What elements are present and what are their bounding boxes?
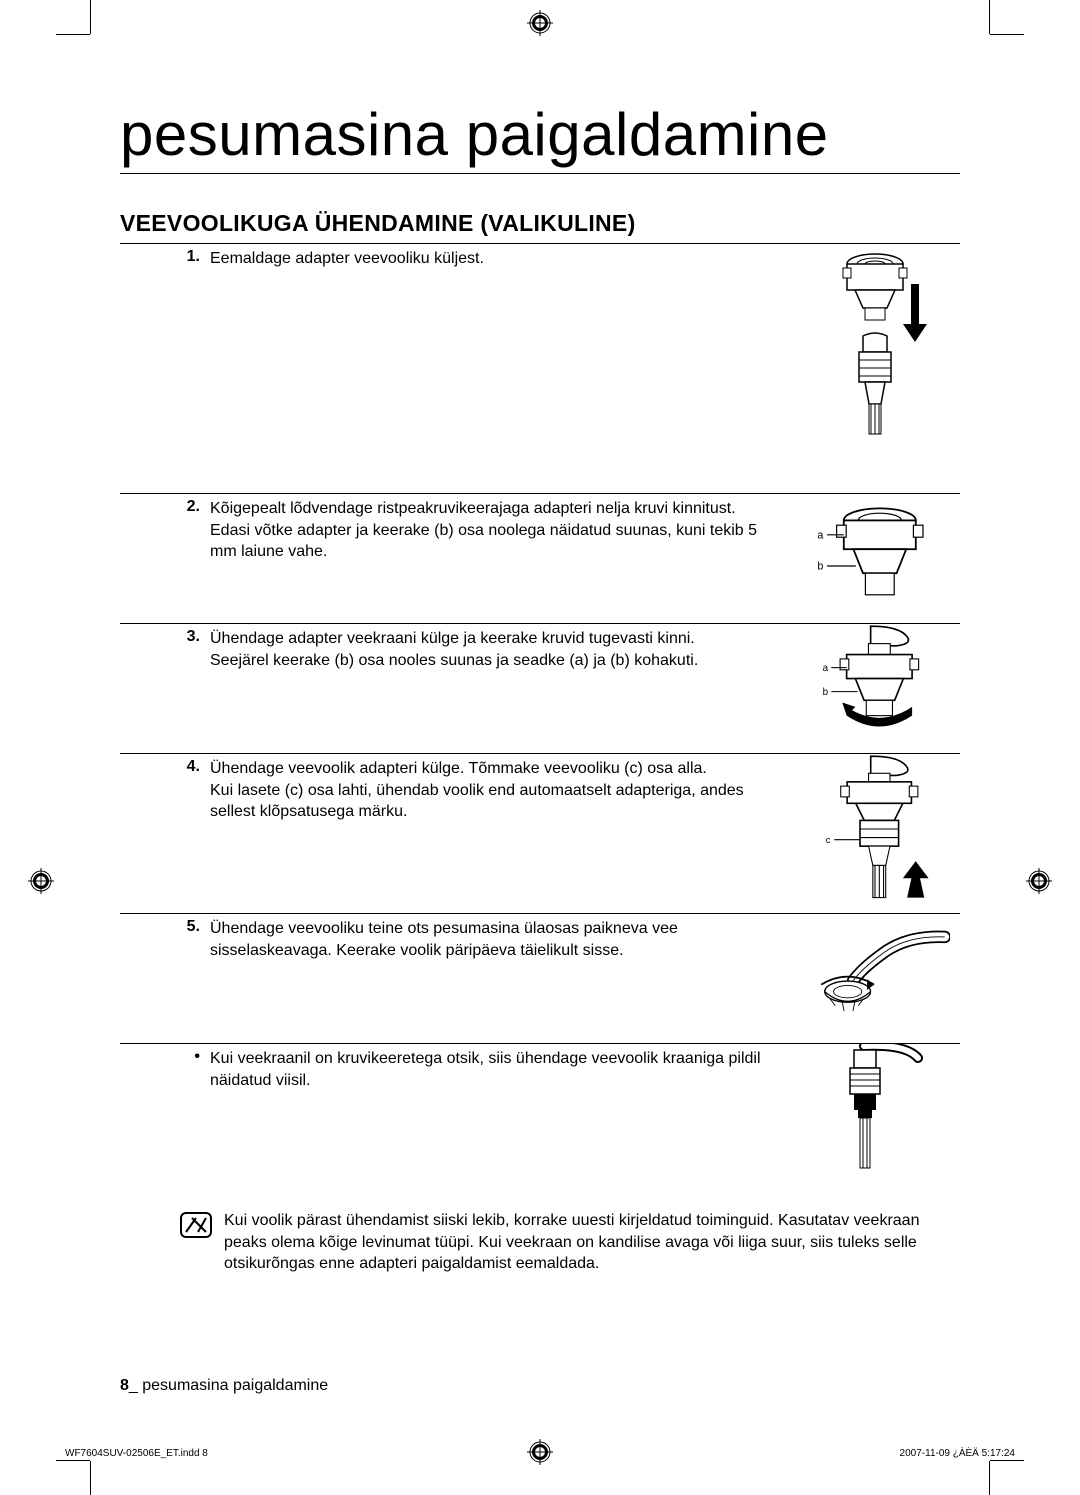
note-text: Kui voolik pärast ühendamist siiski leki…: [224, 1210, 960, 1275]
section-heading: VEEVOOLIKUGA ÜHENDAMINE (VALIKULINE): [120, 210, 960, 244]
step-number: 4.: [120, 754, 210, 776]
step-text: Ühendage veevooliku teine ots pesumasina…: [210, 914, 790, 961]
imprint-right: 2007-11-09 ¿ÀÈÄ 5:17:24: [900, 1448, 1015, 1459]
instruction-step: 1.Eemaldage adapter veevooliku küljest.: [120, 244, 960, 494]
cropmark: [989, 1461, 990, 1495]
cropmark: [990, 34, 1024, 35]
step-text: Kui veekraanil on kruvikeeretega otsik, …: [210, 1044, 790, 1091]
note-block: Kui voolik pärast ühendamist siiski leki…: [120, 1210, 960, 1275]
page-footer: 8_ pesumasina paigaldamine: [120, 1377, 328, 1395]
step-number: 5.: [120, 914, 210, 936]
instruction-step: 4.Ühendage veevoolik adapteri külge. Tõm…: [120, 754, 960, 914]
steps-list: 1.Eemaldage adapter veevooliku küljest.2…: [120, 244, 960, 1184]
step-figure-icon: [790, 624, 960, 744]
document-page: pesumasina paigaldamine VEEVOOLIKUGA ÜHE…: [0, 0, 1080, 1495]
registration-mark-icon: [527, 10, 553, 36]
step-text: Eemaldage adapter veevooliku küljest.: [210, 244, 790, 270]
instruction-step: 2.Kõigepealt lõdvendage ristpeakruvikeer…: [120, 494, 960, 624]
cropmark: [56, 1460, 90, 1461]
content-area: pesumasina paigaldamine VEEVOOLIKUGA ÜHE…: [120, 100, 960, 1275]
footer-sep: _: [129, 1377, 142, 1394]
cropmark: [989, 0, 990, 34]
registration-mark-icon: [527, 1439, 553, 1465]
step-text: Ühendage adapter veekraani külge ja keer…: [210, 624, 790, 671]
registration-mark-icon: [28, 868, 54, 894]
note-icon: [180, 1212, 212, 1238]
step-figure-icon: [790, 754, 960, 904]
step-figure-icon: [790, 914, 960, 1034]
step-figure-icon: [790, 494, 960, 614]
cropmark: [90, 0, 91, 34]
instruction-step: 3.Ühendage adapter veekraani külge ja ke…: [120, 624, 960, 754]
step-number: 3.: [120, 624, 210, 646]
step-figure-icon: [790, 244, 960, 444]
registration-mark-icon: [1026, 868, 1052, 894]
step-text: Ühendage veevoolik adapteri külge. Tõmma…: [210, 754, 790, 823]
cropmark: [990, 1460, 1024, 1461]
cropmark: [90, 1461, 91, 1495]
step-number: 1.: [120, 244, 210, 266]
step-figure-icon: [790, 1044, 960, 1174]
footer-label: pesumasina paigaldamine: [142, 1377, 328, 1394]
instruction-step: •Kui veekraanil on kruvikeeretega otsik,…: [120, 1044, 960, 1184]
page-number: 8: [120, 1377, 129, 1394]
step-text: Kõigepealt lõdvendage ristpeakruvikeeraj…: [210, 494, 790, 563]
page-title: pesumasina paigaldamine: [120, 100, 960, 174]
cropmark: [56, 34, 90, 35]
step-number: 2.: [120, 494, 210, 516]
step-number: •: [120, 1044, 210, 1066]
imprint-left: WF7604SUV-02506E_ET.indd 8: [65, 1448, 208, 1459]
instruction-step: 5.Ühendage veevooliku teine ots pesumasi…: [120, 914, 960, 1044]
